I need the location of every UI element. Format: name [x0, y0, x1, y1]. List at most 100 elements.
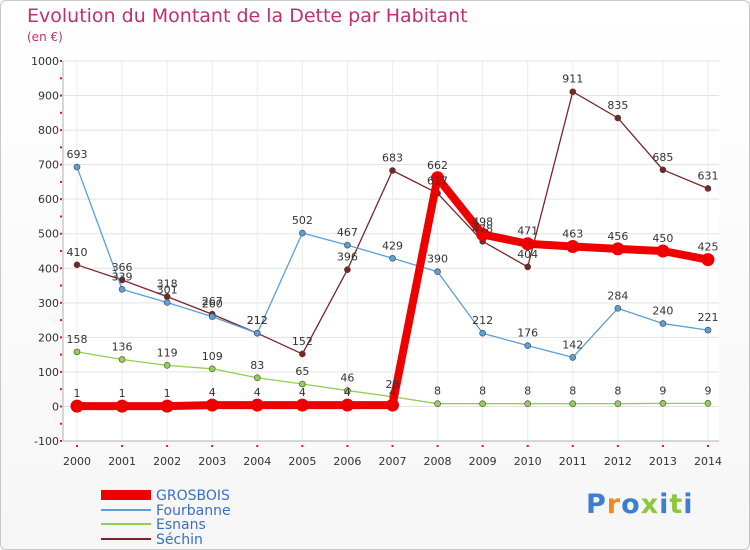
axis-tick: [616, 445, 619, 447]
axis-tick: [121, 445, 124, 447]
y-tick-label: 600: [38, 193, 59, 206]
x-tick-label: 2013: [649, 455, 677, 468]
axis-tick: [60, 267, 62, 270]
axis-tick: [346, 445, 349, 447]
data-point-esnans: [253, 374, 261, 382]
axis-tick: [60, 319, 62, 322]
axis-tick: [60, 370, 62, 373]
axis-tick: [301, 445, 304, 447]
data-label-grosbois: 463: [562, 228, 583, 241]
data-point-schin: [659, 166, 667, 174]
x-tick-label: 2014: [694, 455, 722, 468]
axis-tick: [481, 445, 484, 447]
axis-tick: [60, 163, 62, 166]
data-label-fourbanne: 212: [472, 314, 493, 327]
data-point-fourbanne: [434, 268, 441, 276]
axis-tick: [60, 353, 62, 356]
data-label-fourbanne: 301: [157, 283, 178, 296]
data-label-schin: 478: [472, 222, 493, 235]
data-label-esnans: 28: [385, 378, 399, 391]
axis-tick: [256, 445, 259, 447]
data-point-esnans: [118, 356, 126, 363]
axis-tick: [60, 215, 62, 218]
axis-tick: [166, 445, 169, 447]
chart-title: Evolution du Montant de la Dette par Hab…: [27, 5, 468, 27]
data-point-grosbois: [566, 240, 580, 254]
data-label-fourbanne: 142: [562, 338, 583, 351]
data-point-fourbanne: [208, 313, 216, 320]
axis-tick: [60, 405, 62, 408]
data-label-fourbanne: 221: [697, 311, 718, 324]
data-label-schin: 152: [292, 335, 313, 348]
data-label-esnans: 8: [569, 385, 576, 398]
data-point-schin: [389, 167, 396, 174]
axis-tick: [60, 146, 62, 149]
data-point-grosbois: [340, 398, 354, 412]
data-label-fourbanne: 693: [67, 148, 88, 161]
data-point-esnans: [569, 400, 577, 407]
x-tick-label: 2009: [469, 455, 497, 468]
y-tick-label: 0: [52, 400, 59, 413]
data-label-esnans: 83: [250, 359, 264, 372]
data-label-grosbois: 4: [254, 386, 261, 399]
data-label-schin: 911: [562, 73, 583, 86]
data-label-grosbois: 662: [427, 159, 448, 172]
x-tick-label: 2000: [63, 455, 91, 468]
axis-tick: [60, 198, 62, 201]
legend-label-esnans: Esnans: [156, 517, 206, 533]
data-point-fourbanne: [163, 299, 171, 306]
axis-tick: [60, 388, 62, 391]
data-point-schin: [524, 263, 532, 271]
data-point-esnans: [73, 348, 81, 356]
y-tick-label: 200: [38, 331, 59, 344]
data-label-grosbois: 1: [119, 387, 126, 400]
x-tick-label: 2010: [514, 455, 542, 468]
data-point-fourbanne: [704, 326, 712, 334]
data-point-schin: [344, 266, 351, 273]
data-point-grosbois: [70, 399, 84, 413]
data-label-fourbanne: 212: [247, 314, 268, 327]
axis-tick: [60, 60, 62, 62]
axis-tick: [60, 301, 62, 304]
data-point-grosbois: [205, 398, 219, 412]
data-point-grosbois: [295, 398, 309, 412]
data-point-esnans: [299, 380, 306, 388]
x-tick-label: 2004: [243, 455, 271, 468]
y-tick-label: 500: [38, 228, 59, 241]
axis-tick: [60, 232, 62, 235]
data-point-grosbois: [385, 398, 399, 412]
axis-tick: [60, 440, 62, 442]
x-tick-label: 2002: [153, 455, 181, 468]
data-point-grosbois: [431, 171, 445, 185]
data-label-esnans: 9: [704, 384, 711, 397]
data-label-fourbanne: 284: [607, 289, 628, 302]
data-label-fourbanne: 339: [112, 270, 133, 283]
data-point-fourbanne: [389, 254, 396, 262]
data-label-grosbois: 1: [164, 387, 171, 400]
legend-label-schin: Séchin: [156, 532, 203, 548]
axis-tick: [60, 336, 62, 339]
data-label-schin: 318: [157, 278, 178, 291]
data-label-esnans: 8: [479, 385, 486, 398]
data-label-schin: 835: [607, 99, 628, 112]
data-point-esnans: [479, 400, 486, 407]
data-label-grosbois: 4: [344, 386, 351, 399]
x-tick-label: 2008: [424, 455, 452, 468]
y-tick-label: 100: [38, 366, 59, 379]
data-point-esnans: [659, 400, 667, 407]
data-label-esnans: 119: [157, 346, 178, 359]
legend-label-fourbanne: Fourbanne: [156, 503, 231, 519]
chart-subtitle: (en €): [27, 30, 63, 44]
data-label-grosbois: 425: [697, 241, 718, 254]
data-label-esnans: 9: [659, 384, 666, 397]
data-label-schin: 212: [247, 314, 268, 327]
data-label-grosbois: 456: [607, 230, 628, 243]
axis-tick: [436, 445, 439, 447]
data-point-grosbois: [656, 244, 670, 258]
data-label-fourbanne: 260: [202, 298, 223, 311]
data-point-fourbanne: [569, 354, 577, 361]
data-point-esnans: [434, 400, 441, 407]
data-point-grosbois: [521, 237, 535, 251]
data-point-grosbois: [476, 227, 490, 241]
x-tick-label: 2012: [604, 455, 632, 468]
